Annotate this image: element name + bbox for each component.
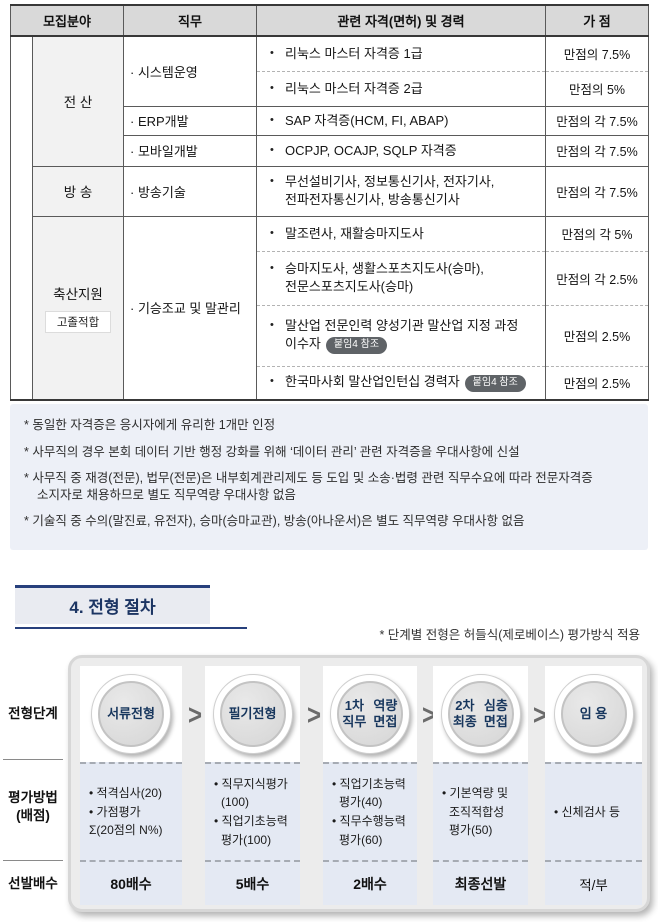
header-bonus: 가 점	[545, 5, 649, 37]
duty-cell: · 시스템운영	[123, 36, 257, 106]
stage-circle-final-interview: 2차 최종 심층면접	[440, 674, 521, 754]
duty-cell: · ERP개발	[123, 105, 257, 135]
category-cell-computing: 전 산	[32, 36, 124, 166]
bonus-cell: 만점의 각 5%	[545, 215, 649, 251]
table-row: 방 송 · 방송기술 • 무선설비기사, 정보통신기사, 전자기사, 전파전자통신…	[11, 165, 649, 216]
qual-cell: • 말조련사, 재활승마지도사	[256, 215, 546, 251]
stage-column-first-interview: 1차 직무 역량면접 • 직업기초능력 평가(40) • 직무수행능력 평가(60) 2…	[323, 666, 417, 905]
process-row-labels: 전형단계 평가방법 (배점) 선발배수	[0, 655, 66, 912]
duty-cell: · 기승조교 및 말관리	[123, 215, 257, 400]
bullet-icon: •	[270, 175, 274, 188]
flow-arrow-icon: >	[422, 699, 437, 732]
category-cell-livestock: 축산지원 고졸적합	[32, 215, 124, 400]
stage-circle-written: 필기전형	[212, 674, 293, 754]
row-label-stage: 전형단계	[8, 706, 58, 721]
label-divider	[3, 759, 63, 760]
bonus-cell: 만점의 각 7.5%	[545, 134, 649, 166]
spacer-cell	[10, 36, 33, 400]
section-heading-title: 4. 전형 절차	[15, 585, 210, 624]
bullet-icon: •	[270, 226, 274, 239]
qual-cell: • 승마지도사, 생활스포츠지도사(승마), 전문스포츠지도사(승마)	[256, 250, 546, 305]
qualification-table: 모집분야 직무 관련 자격(면허) 및 경력 가 점 전 산 · 시스템운영 •…	[10, 4, 649, 401]
eval-box: • 적격심사(20) • 가점평가 Σ(20점의 N%)	[80, 762, 182, 862]
qual-cell: • 무선설비기사, 정보통신기사, 전자기사, 전파전자통신기사, 방송통신기사	[256, 165, 546, 216]
row-label-multiple: 선발배수	[8, 876, 58, 891]
stage-column-appointment: 임 용 • 신체검사 등 적/부	[545, 666, 642, 905]
bullet-icon: •	[270, 262, 274, 275]
flow-arrow-icon: >	[307, 699, 322, 732]
table-row: 축산지원 고졸적합 · 기승조교 및 말관리 • 말조련사, 재활승마지도사 만점…	[11, 215, 649, 400]
multiple-cell: 2배수	[323, 862, 417, 905]
multiple-cell: 최종선발	[433, 862, 528, 905]
table-row: · ERP개발 • SAP 자격증(HCM, FI, ABAP) 만점의 각 7.…	[11, 105, 649, 135]
qual-cell: • 리눅스 마스터 자격증 1급	[256, 36, 546, 71]
stage-column-document: 서류전형 • 적격심사(20) • 가점평가 Σ(20점의 N%) 80배수	[80, 666, 182, 905]
stage-circle-appointment: 임 용	[553, 674, 634, 754]
process-panel: 서류전형 • 적격심사(20) • 가점평가 Σ(20점의 N%) 80배수 > 필…	[68, 655, 650, 912]
row-label-method: 평가방법 (배점)	[8, 790, 58, 824]
header-qualification: 관련 자격(면허) 및 경력	[256, 5, 546, 37]
table-row: • 한국마사회 말산업인턴십 경력자 붙임4 참조 만점의 2.5%	[11, 365, 649, 400]
duty-cell: · 방송기술	[123, 165, 257, 216]
bonus-cell: 만점의 각 2.5%	[545, 250, 649, 305]
table-row: 전 산 · 시스템운영 • 리눅스 마스터 자격증 1급 만점의 7.5%	[10, 36, 649, 400]
flow-arrow-icon: >	[533, 699, 548, 732]
header-duty: 직무	[123, 5, 257, 37]
bonus-cell: 만점의 각 7.5%	[545, 165, 649, 216]
category-cell-broadcast: 방 송	[32, 165, 124, 216]
table-row: • 말산업 전문인력 양성기관 말산업 지정 과정 이수자 붙임4 참조 만점의 2…	[11, 304, 649, 366]
bonus-cell: 만점의 5%	[545, 70, 649, 106]
notes-box: * 동일한 자격증은 응시자에게 유리한 1개만 인정 * 사무직의 경우 본회 …	[10, 404, 648, 550]
table-row: • 승마지도사, 생활스포츠지도사(승마), 전문스포츠지도사(승마) 만점의 각…	[11, 250, 649, 305]
qual-cell: • OCPJP, OCAJP, SQLP 자격증	[256, 134, 546, 166]
bonus-cell: 만점의 7.5%	[545, 36, 649, 71]
hurdle-note: * 단계별 전형은 허들식(제로베이스) 평가방식 적용	[379, 628, 640, 642]
multiple-cell: 80배수	[80, 862, 182, 905]
eval-box: • 기본역량 및 조직적합성 평가(50)	[433, 762, 528, 862]
stage-circle-first-interview: 1차 직무 역량면접	[330, 674, 410, 754]
eval-box: • 직무지식평가 (100) • 직업기초능력 평가(100)	[205, 762, 300, 862]
bonus-cell: 만점의 2.5%	[545, 304, 649, 366]
bullet-icon: •	[270, 81, 274, 94]
eval-box: • 신체검사 등	[545, 762, 642, 862]
bullet-icon: •	[270, 46, 274, 59]
attachment-ref-badge: 붙임4 참조	[464, 375, 526, 393]
bullet-icon: •	[270, 113, 274, 126]
qual-cell: • SAP 자격증(HCM, FI, ABAP)	[256, 105, 546, 135]
qual-cell: • 말산업 전문인력 양성기관 말산업 지정 과정 이수자 붙임4 참조	[256, 304, 546, 366]
qual-cell: • 리눅스 마스터 자격증 2급	[256, 70, 546, 106]
attachment-ref-badge: 붙임4 참조	[325, 336, 388, 354]
bullet-icon: •	[270, 143, 274, 156]
label-divider	[3, 860, 63, 861]
header-recruit-field: 모집분야	[10, 5, 124, 37]
stage-circle-document: 서류전형	[91, 674, 171, 754]
highschool-fit-badge: 고졸적합	[45, 310, 111, 333]
table-header-row: 모집분야 직무 관련 자격(면허) 및 경력 가 점	[10, 5, 649, 37]
bonus-cell: 만점의 2.5%	[545, 365, 649, 400]
eval-box: • 직업기초능력 평가(40) • 직무수행능력 평가(60)	[323, 762, 417, 862]
flow-arrow-icon: >	[188, 699, 203, 732]
bullet-icon: •	[270, 319, 274, 332]
table-row: · 모바일개발 • OCPJP, OCAJP, SQLP 자격증 만점의 각 7.…	[11, 134, 649, 166]
section-heading: 4. 전형 절차	[15, 585, 247, 629]
stage-column-final-interview: 2차 최종 심층면접 • 기본역량 및 조직적합성 평가(50) 최종선발	[433, 666, 528, 905]
bonus-cell: 만점의 각 7.5%	[545, 105, 649, 135]
stage-column-written: 필기전형 • 직무지식평가 (100) • 직업기초능력 평가(100) 5배수	[205, 666, 300, 905]
bullet-icon: •	[270, 375, 274, 388]
table-row: • 리눅스 마스터 자격증 2급 만점의 5%	[11, 70, 649, 106]
duty-cell: · 모바일개발	[123, 134, 257, 166]
multiple-cell: 5배수	[205, 862, 300, 905]
qual-cell: • 한국마사회 말산업인턴십 경력자 붙임4 참조	[256, 365, 546, 400]
multiple-cell: 적/부	[545, 862, 642, 905]
